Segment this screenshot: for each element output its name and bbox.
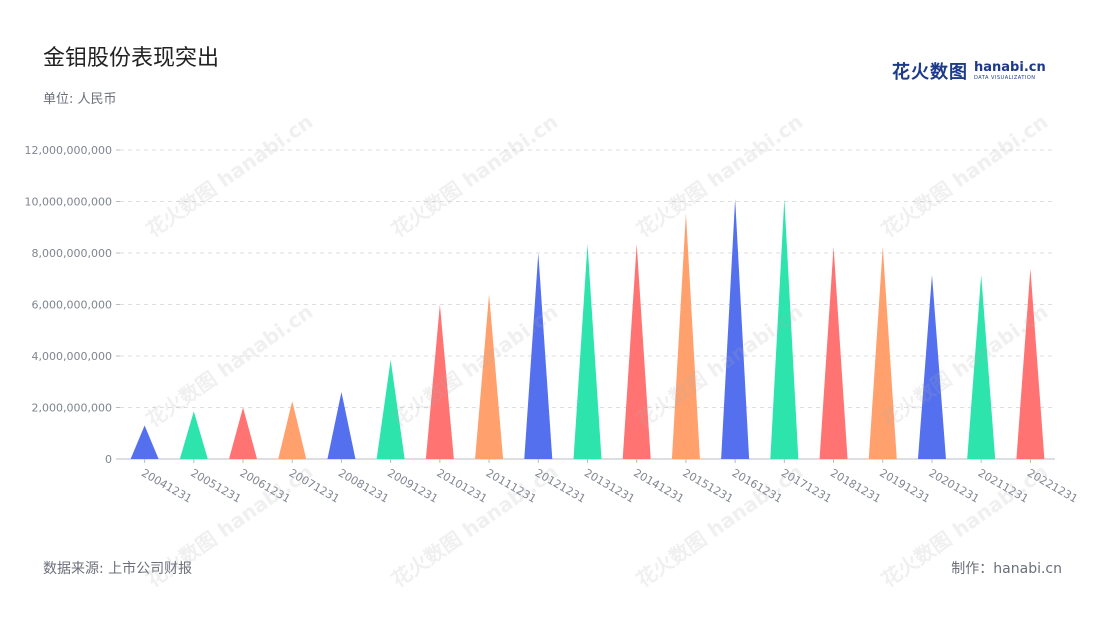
x-tick-label: 20151231 [680, 466, 735, 505]
y-tick-label: 10,000,000,000 [25, 196, 112, 209]
bar-20191231[interactable] [868, 246, 897, 459]
x-tick-label: 20181231 [828, 466, 883, 505]
x-tick-label: 20221231 [1025, 466, 1080, 505]
x-tick-label: 20161231 [730, 466, 785, 505]
chart-title: 金钼股份表现突出 [43, 46, 220, 71]
bar-20041231[interactable] [130, 425, 159, 459]
y-tick-label: 0 [105, 453, 112, 466]
x-tick-label: 20191231 [877, 466, 932, 505]
bar-20221231[interactable] [1016, 268, 1045, 459]
bar-20151231[interactable] [671, 213, 700, 459]
unit-label: 单位: 人民币 [43, 92, 117, 107]
bar-20081231[interactable] [327, 392, 356, 459]
y-tick-label: 12,000,000,000 [25, 144, 112, 157]
x-tick-label: 20091231 [385, 466, 440, 505]
x-tick-label: 20101231 [434, 466, 489, 505]
y-tick-label: 4,000,000,000 [32, 350, 112, 363]
bar-20101231[interactable] [425, 304, 454, 460]
bar-20071231[interactable] [278, 401, 307, 459]
x-tick-label: 20061231 [238, 466, 293, 505]
brand-logo: 花火数图 hanabi.cn DATA VISUALIZATION [892, 58, 1046, 84]
y-tick-label: 8,000,000,000 [32, 247, 112, 260]
bar-20121231[interactable] [524, 253, 553, 459]
bar-20051231[interactable] [179, 411, 208, 459]
bar-20201231[interactable] [917, 274, 946, 459]
credit: 制作：hanabi.cn [951, 561, 1062, 577]
x-tick-label: 20041231 [139, 466, 194, 505]
x-tick-label: 20211231 [976, 466, 1031, 505]
brand-logo-en-sub: DATA VISUALIZATION [974, 75, 1036, 81]
bar-20161231[interactable] [721, 198, 750, 460]
x-tick-label: 20051231 [188, 466, 243, 505]
bar-20091231[interactable] [376, 359, 405, 459]
y-tick-label: 2,000,000,000 [32, 402, 112, 415]
y-tick-label: 6,000,000,000 [32, 299, 112, 312]
bar-20211231[interactable] [967, 274, 996, 459]
x-tick-label: 20141231 [631, 466, 686, 505]
bar-20061231[interactable] [229, 407, 258, 460]
brand-logo-en: hanabi.cn DATA VISUALIZATION [974, 61, 1046, 81]
bar-20111231[interactable] [475, 294, 504, 459]
x-tick-label: 20201231 [926, 466, 981, 505]
bar-20131231[interactable] [573, 243, 602, 459]
bar-20181231[interactable] [819, 246, 848, 459]
brand-logo-en-main: hanabi.cn [974, 60, 1046, 75]
brand-logo-cn: 花火数图 [892, 62, 968, 83]
x-tick-label: 20071231 [287, 466, 342, 505]
x-tick-label: 20171231 [779, 466, 834, 505]
bar-20171231[interactable] [770, 198, 799, 460]
x-tick-label: 20121231 [533, 466, 588, 505]
x-tick-label: 20081231 [336, 466, 391, 505]
data-source: 数据来源: 上市公司财报 [43, 561, 193, 577]
x-tick-label: 20131231 [582, 466, 637, 505]
bar-20141231[interactable] [622, 243, 651, 459]
x-tick-label: 20111231 [484, 466, 539, 505]
